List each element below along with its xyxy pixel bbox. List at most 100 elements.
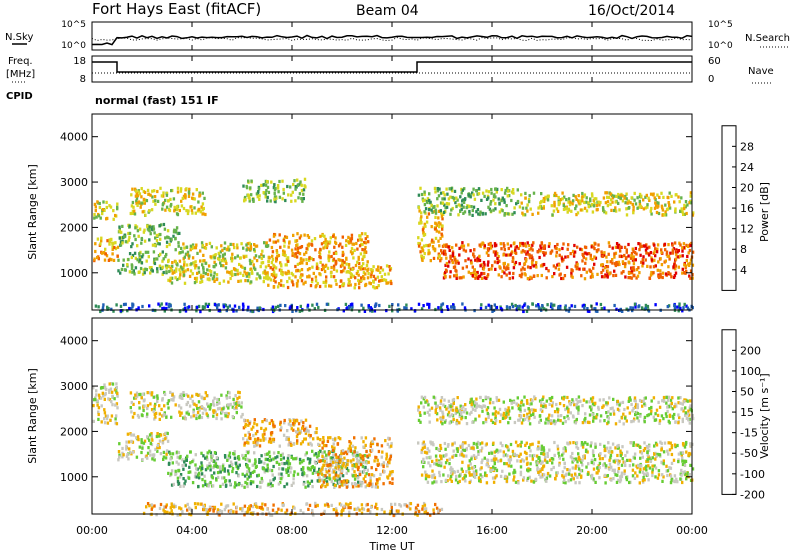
power-cell (93, 216, 96, 220)
velocity-cell (158, 417, 161, 421)
power-cell (292, 283, 295, 287)
power-cell (236, 268, 239, 272)
power-cell (601, 268, 605, 272)
velocity-cell (165, 452, 168, 456)
velocity-cell (235, 465, 238, 469)
power-cell (607, 195, 611, 200)
velocity-cell (199, 405, 202, 410)
power-cell (609, 260, 612, 264)
power-cell (122, 258, 125, 262)
velocity-cell (461, 445, 464, 449)
power-cell (282, 238, 285, 242)
power-cell (520, 268, 523, 272)
velocity-cell (317, 451, 321, 455)
velocity-cell (641, 455, 644, 459)
power-cell (324, 237, 327, 241)
power-cell (611, 200, 614, 204)
power-cell (266, 185, 270, 189)
power-cell (163, 227, 167, 231)
power-cell (511, 305, 515, 309)
velocity-cell (353, 464, 356, 468)
power-cell (420, 211, 423, 215)
power-cell (193, 246, 196, 250)
velocity-cell (468, 480, 471, 485)
power-cell (223, 257, 227, 261)
velocity-cell (341, 464, 344, 468)
power-cell (458, 276, 461, 280)
power-cell (97, 305, 100, 309)
power-cell (96, 200, 99, 204)
power-cell (496, 257, 499, 261)
power-cell (363, 309, 367, 313)
velocity-cell (269, 481, 273, 486)
power-cell (364, 282, 368, 287)
power-cell (162, 194, 165, 198)
velocity-cell (604, 481, 607, 485)
velocity-cell (110, 382, 113, 386)
velocity-cell (367, 460, 370, 464)
power-cell (248, 199, 251, 203)
power-cell (455, 196, 458, 200)
velocity-cell (321, 483, 324, 488)
power-cell (525, 257, 528, 262)
power-cell (632, 209, 635, 213)
power-cell (595, 197, 598, 201)
velocity-cell (431, 481, 434, 485)
power-cell (286, 280, 289, 284)
power-cbar-tick-label: 8 (740, 243, 747, 256)
velocity-cell (219, 467, 222, 471)
velocity-cell (325, 457, 328, 461)
velocity-cell (340, 466, 344, 470)
power-cell (292, 233, 295, 237)
power-cell (306, 303, 310, 307)
velocity-cell (228, 479, 231, 483)
velocity-cell (191, 399, 194, 403)
power-cell (226, 270, 229, 274)
power-cell (535, 261, 538, 265)
velocity-cell (241, 453, 244, 458)
power-cell (572, 193, 575, 197)
velocity-cell (464, 479, 467, 483)
velocity-cell (285, 436, 288, 440)
power-cell (280, 271, 283, 276)
power-cell (505, 307, 509, 311)
velocity-cell (666, 473, 669, 478)
velocity-cell (655, 454, 658, 458)
power-cell (343, 266, 346, 270)
velocity-cell (136, 413, 140, 418)
velocity-cell (102, 394, 105, 398)
power-cell (646, 205, 649, 209)
power-cell (295, 309, 298, 313)
power-cell (324, 284, 327, 288)
velocity-cell (209, 403, 213, 407)
power-cell (418, 242, 422, 246)
velocity-cell (307, 429, 310, 433)
power-cell (632, 249, 635, 253)
power-cell (525, 206, 528, 210)
power-cell (430, 208, 433, 212)
power-cell (308, 258, 311, 262)
power-cell (151, 269, 154, 273)
power-cell (690, 201, 693, 205)
power-cell (615, 242, 619, 246)
velocity-cell (485, 481, 489, 485)
power-cell (140, 236, 143, 241)
power-cell (156, 199, 160, 203)
velocity-cell (225, 483, 228, 487)
power-cell (117, 269, 120, 273)
velocity-cell (130, 433, 133, 437)
velocity-cell (566, 468, 569, 472)
velocity-cell (118, 442, 121, 446)
velocity-cell (235, 405, 238, 409)
velocity-cell (528, 402, 532, 406)
power-cell (553, 200, 556, 204)
velocity-cell (565, 472, 568, 476)
velocity-cell (192, 410, 195, 414)
velocity-cell (550, 467, 553, 472)
power-cell (627, 260, 630, 264)
power-cell (332, 275, 336, 279)
power-cell (592, 245, 595, 249)
velocity-cell (550, 457, 553, 461)
velocity-cell (493, 462, 496, 466)
velocity-cell (519, 443, 522, 447)
